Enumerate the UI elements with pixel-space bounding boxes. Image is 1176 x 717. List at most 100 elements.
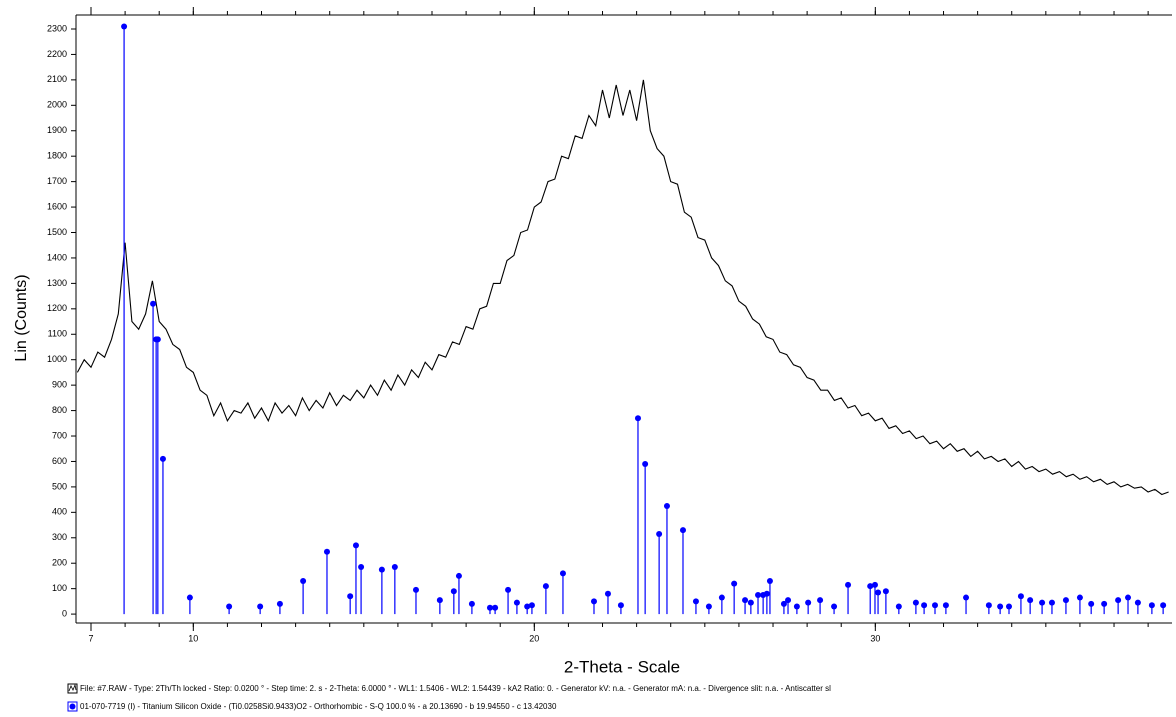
reference-dot [542,583,549,590]
reference-dot [1148,602,1155,609]
y-tick-label: 800 [52,405,67,415]
x-axis-title: 2-Theta - Scale [564,657,680,676]
x-tick-label: 10 [188,633,198,643]
reference-dot [590,598,597,605]
reference-dot [1017,593,1024,600]
reference-dot [871,581,878,588]
y-tick-label: 1800 [47,151,67,161]
reference-dot [159,455,166,462]
reference-dot [985,602,992,609]
reference-dot [875,589,882,596]
y-tick-label: 2000 [47,100,67,110]
reference-dot [150,300,157,307]
y-tick-label: 200 [52,558,67,568]
x-tick-label: 20 [529,633,539,643]
y-tick-label: 700 [52,430,67,440]
legend-icon-dot [69,703,76,710]
x-tick-label: 30 [870,633,880,643]
reference-dot [921,602,928,609]
reference-dot [617,602,624,609]
reference-dot [378,566,385,573]
reference-dot [867,583,874,590]
y-tick-label: 1600 [47,201,67,211]
reference-dot [747,599,754,606]
y-tick-label: 0 [62,608,67,618]
y-tick-label: 1700 [47,176,67,186]
y-tick-label: 1100 [48,329,67,339]
reference-dot [468,600,475,607]
reference-dot [528,602,535,609]
reference-dot [492,604,499,611]
reference-dot [785,597,792,604]
reference-dot [755,592,762,599]
reference-dot [121,23,128,30]
reference-dot [1062,597,1069,604]
reference-dot [805,599,812,606]
reference-dot [1088,600,1095,607]
x-tick-label: 7 [88,633,93,643]
reference-dot [1125,594,1132,601]
reference-dot [347,593,354,600]
reference-dot [186,594,193,601]
legend-entry: File: #7.RAW - Type: 2Th/Th locked - Ste… [80,684,831,693]
reference-dot [486,604,493,611]
reference-dot [1048,599,1055,606]
y-tick-label: 2100 [47,74,67,84]
y-tick-label: 1300 [47,278,67,288]
reference-dot [912,599,919,606]
reference-dot [1101,600,1108,607]
pattern-line [76,79,1169,496]
reference-dot [352,542,359,549]
reference-dot [455,572,462,579]
reference-dot [766,578,773,585]
y-tick-label: 1000 [47,354,67,364]
reference-dot [705,603,712,610]
y-tick-label: 900 [52,380,67,390]
reference-dot [300,578,307,585]
reference-dot [513,599,520,606]
reference-dot [895,603,902,610]
reference-dot [1039,599,1046,606]
reference-dot [718,594,725,601]
reference-dot [882,588,889,595]
y-tick-label: 2300 [47,23,67,33]
reference-dot [450,588,457,595]
y-tick-label: 300 [52,532,67,542]
reference-dot [604,590,611,597]
reference-dot [412,586,419,593]
reference-dot [763,590,770,597]
reference-dot [793,603,800,610]
reference-dot [559,570,566,577]
y-tick-label: 100 [52,583,67,593]
reference-dot [831,603,838,610]
reference-dot [257,603,264,610]
reference-dot [1115,597,1122,604]
reference-dot [436,597,443,604]
reference-dot [692,598,699,605]
reference-dot [1005,603,1012,610]
reference-dot [963,594,970,601]
reference-dot [154,336,161,343]
reference-dot [845,581,852,588]
reference-dot [358,564,365,571]
y-tick-label: 1400 [47,252,67,262]
reference-dot [1134,599,1141,606]
legend-icon-line [68,683,77,692]
y-tick-label: 400 [52,507,67,517]
reference-dot [524,603,531,610]
reference-dot [1076,594,1083,601]
y-axis-title: Lin (Counts) [13,274,30,361]
y-tick-label: 1500 [47,227,67,237]
y-tick-label: 500 [52,481,67,491]
y-tick-label: 1200 [47,303,67,313]
reference-dot [656,530,663,537]
y-tick-label: 600 [52,456,67,466]
reference-dot [817,597,824,604]
reference-dot [679,527,686,534]
y-tick-label: 2200 [47,49,67,59]
reference-dot [1160,602,1167,609]
reference-dot [942,602,949,609]
legend-entry: 01-070-7719 (I) - Titanium Silicon Oxide… [80,702,557,711]
reference-dot [1027,597,1034,604]
